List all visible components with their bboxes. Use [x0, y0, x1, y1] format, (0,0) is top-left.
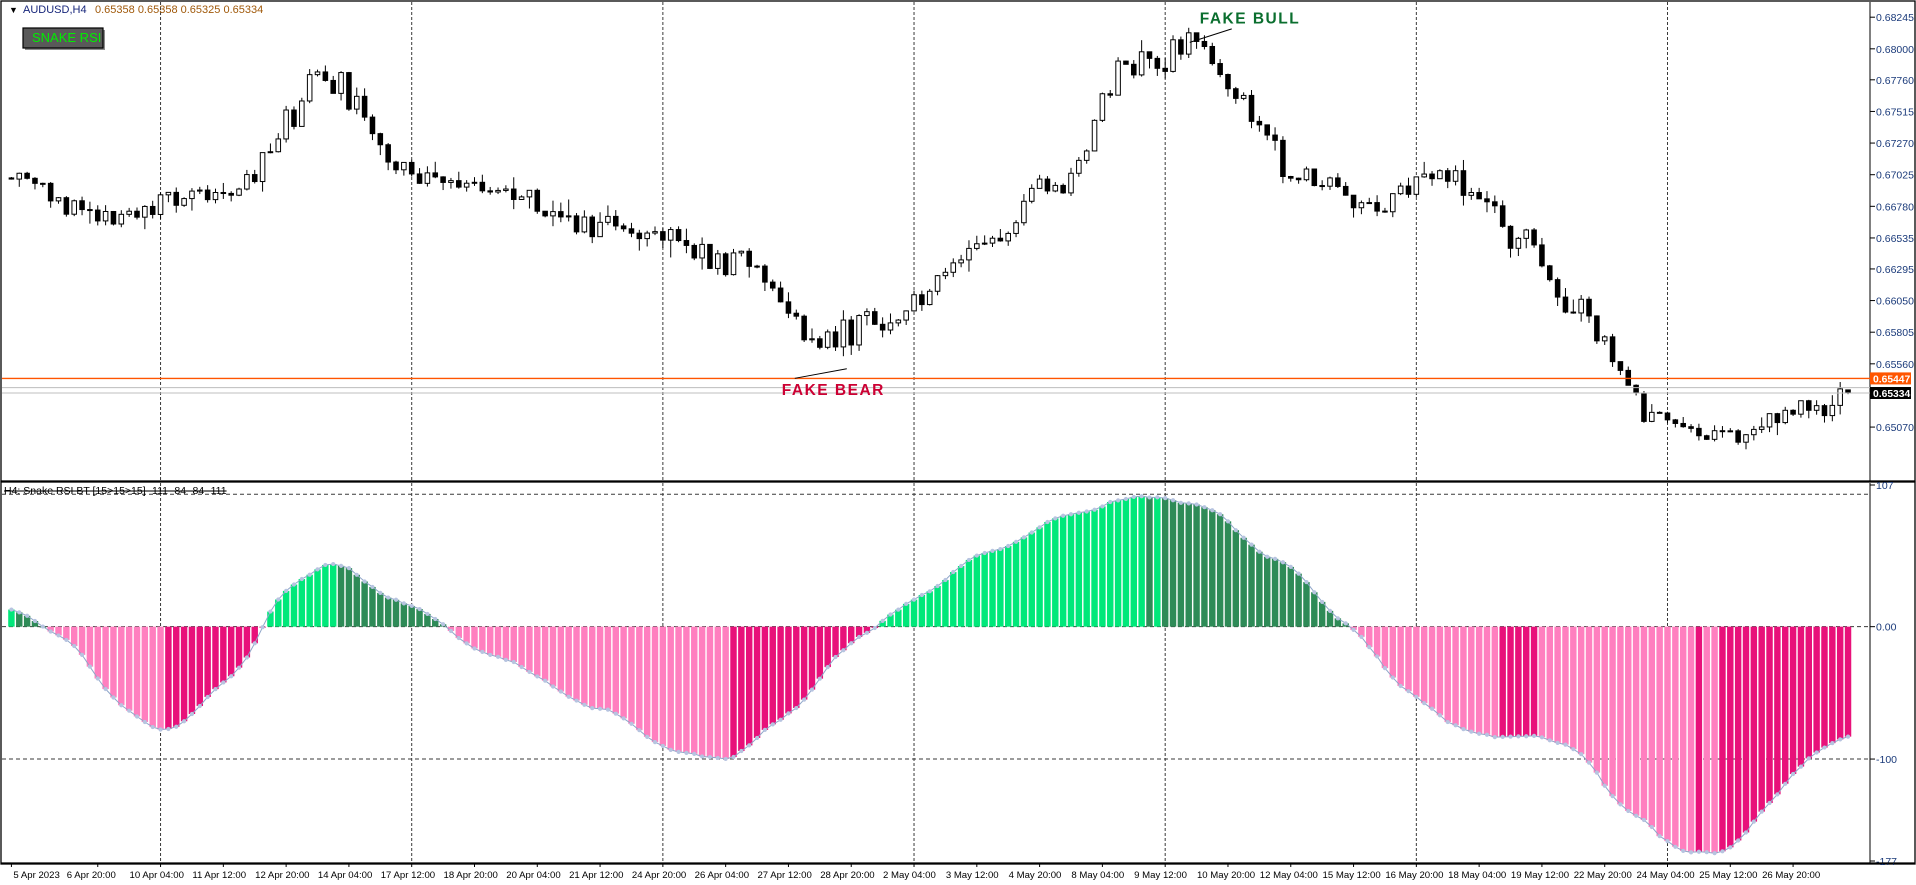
svg-text:18 May 04:00: 18 May 04:00: [1448, 870, 1506, 881]
svg-text:0.68245: 0.68245: [1876, 12, 1914, 24]
svg-text:22 May 20:00: 22 May 20:00: [1574, 870, 1632, 881]
svg-text:2 May 04:00: 2 May 04:00: [883, 870, 936, 881]
svg-text:107: 107: [1876, 480, 1894, 492]
svg-text:0.65070: 0.65070: [1876, 422, 1914, 434]
svg-text:27 Apr 12:00: 27 Apr 12:00: [757, 870, 811, 881]
svg-text:▼: ▼: [9, 5, 18, 15]
svg-text:-100: -100: [1876, 754, 1897, 766]
svg-text:26 May 20:00: 26 May 20:00: [1762, 870, 1820, 881]
svg-text:0.67025: 0.67025: [1876, 170, 1914, 182]
svg-text:0.65447: 0.65447: [1873, 374, 1910, 385]
svg-text:16 May 20:00: 16 May 20:00: [1385, 870, 1443, 881]
svg-text:0.66780: 0.66780: [1876, 201, 1914, 213]
svg-text:0.66295: 0.66295: [1876, 264, 1914, 276]
svg-text:8 May 04:00: 8 May 04:00: [1071, 870, 1124, 881]
svg-text:9 May 12:00: 9 May 12:00: [1134, 870, 1187, 881]
svg-text:6 Apr 20:00: 6 Apr 20:00: [67, 870, 116, 881]
svg-text:12 Apr 20:00: 12 Apr 20:00: [255, 870, 309, 881]
svg-text:0.67760: 0.67760: [1876, 75, 1914, 87]
svg-text:0.68000: 0.68000: [1876, 44, 1914, 56]
svg-text:SNAKE RSI: SNAKE RSI: [32, 30, 101, 45]
svg-text:26 Apr 04:00: 26 Apr 04:00: [695, 870, 749, 881]
svg-text:12 May 04:00: 12 May 04:00: [1260, 870, 1318, 881]
svg-text:0.65358 0.65358 0.65325 0.6533: 0.65358 0.65358 0.65325 0.65334: [95, 4, 263, 16]
svg-text:FAKE BEAR: FAKE BEAR: [782, 382, 885, 399]
svg-text:0.67270: 0.67270: [1876, 138, 1914, 150]
svg-text:0.67515: 0.67515: [1876, 106, 1914, 118]
svg-text:AUDUSD,H4: AUDUSD,H4: [23, 4, 87, 16]
svg-text:15 May 12:00: 15 May 12:00: [1323, 870, 1381, 881]
svg-text:28 Apr 20:00: 28 Apr 20:00: [820, 870, 874, 881]
svg-text:18 Apr 20:00: 18 Apr 20:00: [443, 870, 497, 881]
svg-text:5 Apr 2023: 5 Apr 2023: [13, 870, 59, 881]
svg-text:0.65805: 0.65805: [1876, 327, 1914, 339]
svg-text:10 Apr 04:00: 10 Apr 04:00: [130, 870, 184, 881]
svg-text:4 May 20:00: 4 May 20:00: [1009, 870, 1062, 881]
svg-text:H4: Snake RSI BT [15>15>15] -: H4: Snake RSI BT [15>15>15] -111 -84 -84…: [4, 485, 227, 497]
svg-text:21 Apr 12:00: 21 Apr 12:00: [569, 870, 623, 881]
svg-text:24 May 04:00: 24 May 04:00: [1637, 870, 1695, 881]
svg-text:17 Apr 12:00: 17 Apr 12:00: [381, 870, 435, 881]
svg-text:0.65560: 0.65560: [1876, 359, 1914, 371]
svg-text:-177: -177: [1876, 856, 1897, 868]
svg-text:0.66535: 0.66535: [1876, 233, 1914, 245]
svg-text:25 May 12:00: 25 May 12:00: [1699, 870, 1757, 881]
svg-text:3 May 12:00: 3 May 12:00: [946, 870, 999, 881]
svg-text:10 May 20:00: 10 May 20:00: [1197, 870, 1255, 881]
svg-text:14 Apr 04:00: 14 Apr 04:00: [318, 870, 372, 881]
svg-text:0.66050: 0.66050: [1876, 296, 1914, 308]
svg-text:20 Apr 04:00: 20 Apr 04:00: [506, 870, 560, 881]
svg-text:0.00: 0.00: [1876, 622, 1897, 634]
svg-text:24 Apr 20:00: 24 Apr 20:00: [632, 870, 686, 881]
svg-text:FAKE BULL: FAKE BULL: [1200, 11, 1300, 28]
svg-text:0.65334: 0.65334: [1873, 389, 1910, 400]
svg-text:11 Apr 12:00: 11 Apr 12:00: [192, 870, 246, 881]
svg-text:19 May 12:00: 19 May 12:00: [1511, 870, 1569, 881]
